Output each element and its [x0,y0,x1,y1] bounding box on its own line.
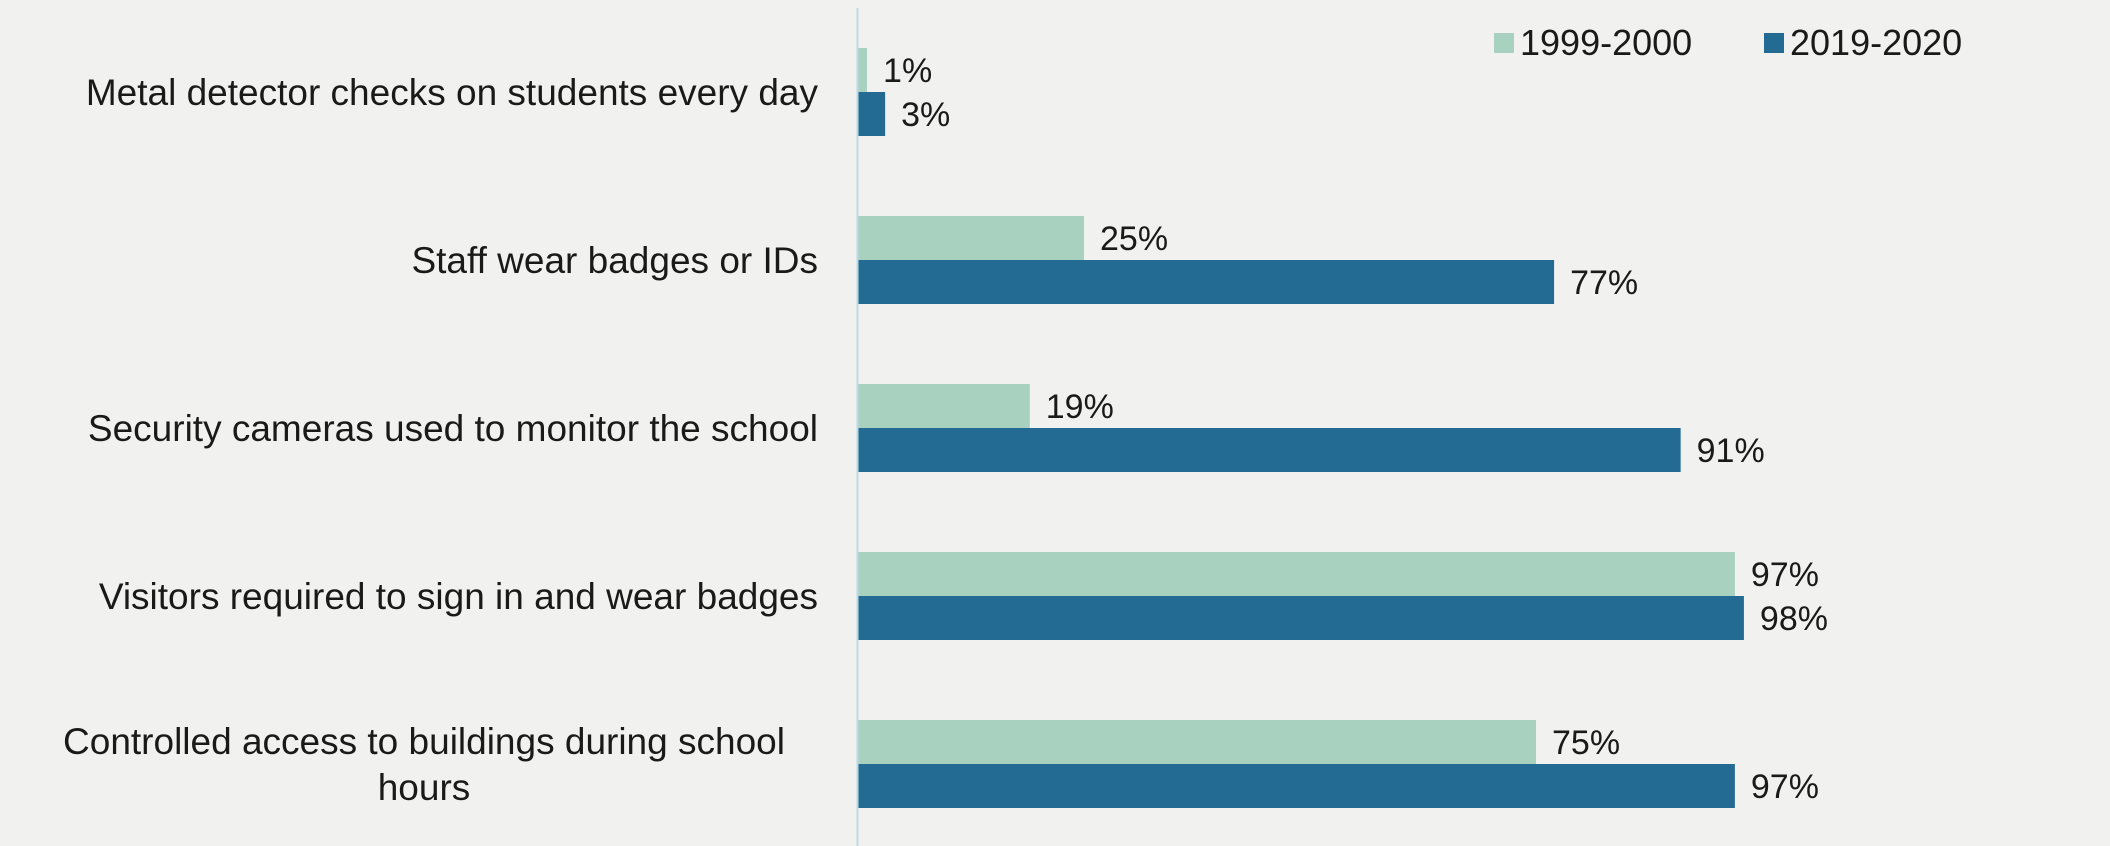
data-label: 1% [883,52,932,90]
legend-swatch [1764,33,1784,53]
data-label: 98% [1760,600,1828,638]
bar-1999-2000-3 [858,384,1030,428]
category-label: Metal detector checks on students every … [86,72,819,113]
bar-2019-2020-5 [858,764,1735,808]
bar-1999-2000-5 [858,720,1536,764]
legend-label: 1999-2000 [1520,22,1692,63]
data-label: 97% [1751,556,1819,594]
data-label: 3% [901,96,950,134]
data-label: 75% [1552,724,1620,762]
category-label: Visitors required to sign in and wear ba… [99,576,818,617]
bar-1999-2000-2 [858,216,1084,260]
bar-1999-2000-4 [858,552,1735,596]
bar-2019-2020-2 [858,260,1555,304]
bar-2019-2020-4 [858,596,1744,640]
legend-swatch [1494,33,1514,53]
legend-label: 2019-2020 [1790,22,1962,63]
data-label: 19% [1046,388,1114,426]
bar-2019-2020-1 [858,92,886,136]
data-label: 77% [1570,264,1638,302]
category-label: Staff wear badges or IDs [411,240,818,281]
bar-2019-2020-3 [858,428,1681,472]
category-label: Security cameras used to monitor the sch… [88,408,818,449]
bar-1999-2000-1 [858,48,868,92]
data-label: 91% [1697,432,1765,470]
data-label: 25% [1100,220,1168,258]
category-label: Controlled access to buildings during sc… [63,721,785,808]
data-label: 97% [1751,768,1819,806]
